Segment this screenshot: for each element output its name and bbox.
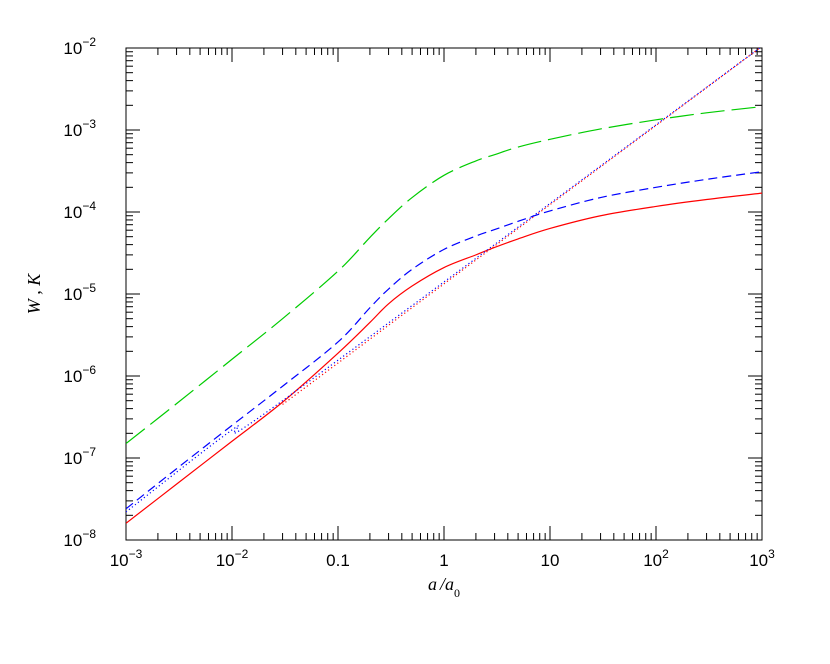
x-tick-label: 10−3 xyxy=(110,547,143,570)
y-tick-label: 10−8 xyxy=(63,527,96,550)
x-tick-label: 103 xyxy=(749,547,775,570)
plot-frame xyxy=(125,47,763,541)
x-axis-label: a/a0 xyxy=(428,574,460,600)
y-tick-label: 10−5 xyxy=(63,281,96,304)
x-tick-label: 102 xyxy=(643,547,669,570)
x-tick-label: 1 xyxy=(439,551,448,570)
y-tick-label: 10−6 xyxy=(63,363,96,386)
x-tick-label: 0.1 xyxy=(326,551,350,570)
y-tick-label: 10−7 xyxy=(63,445,96,468)
curves xyxy=(126,48,762,524)
curve-solid-0 xyxy=(126,192,762,524)
x-tick-label: 10 xyxy=(541,551,560,570)
y-tick-label: 10−3 xyxy=(63,117,96,140)
x-tick-labels: 10−3 10−2 0.1 1 10 102 103 xyxy=(110,547,775,570)
curve-longdash-4 xyxy=(126,105,762,445)
axis-ticks xyxy=(125,47,763,541)
curve-dotted-1 xyxy=(282,48,761,405)
curve-dotted-3 xyxy=(126,48,761,513)
y-tick-labels: 10−8 10−7 10−6 10−5 10−4 10−3 10−2 xyxy=(63,35,96,550)
x-tick-label: 10−2 xyxy=(216,547,249,570)
y-axis-label: W , K xyxy=(24,273,44,314)
y-tick-label: 10−4 xyxy=(63,199,96,222)
y-tick-label: 10−2 xyxy=(63,35,96,58)
curve-dashed-2 xyxy=(126,171,762,510)
